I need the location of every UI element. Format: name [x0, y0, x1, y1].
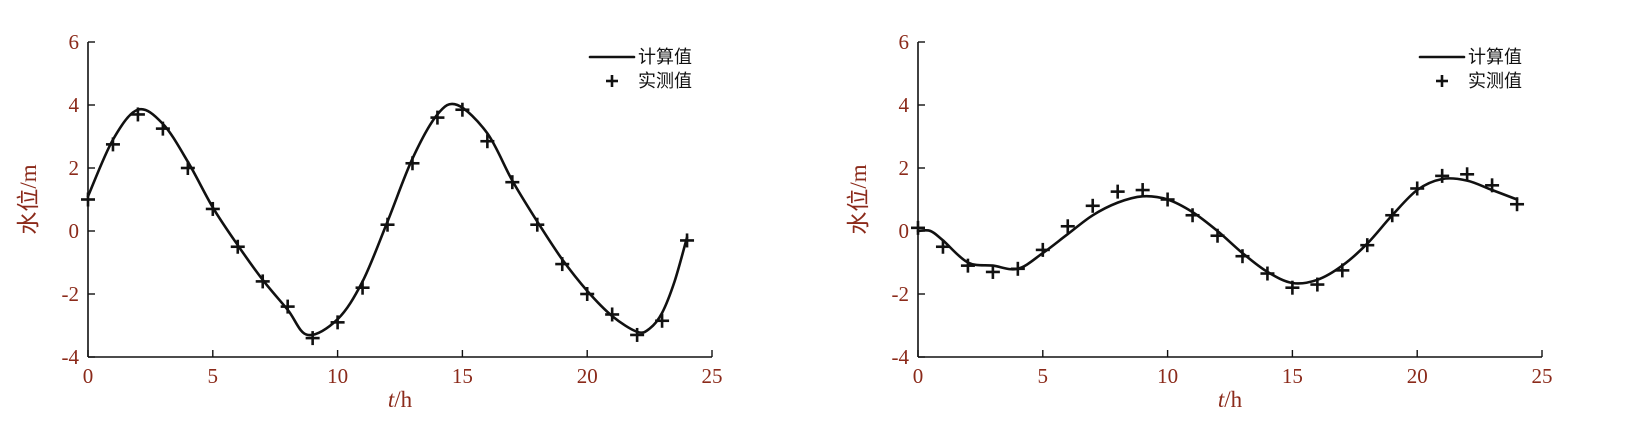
- chart-left: -4 -2 0 2 4 6 0 5 10 15 20 25 t/h 水位/m 计算值实测值: [0, 0, 820, 439]
- y-tick-label: -2: [892, 282, 910, 306]
- data-point-measured: [1135, 183, 1150, 198]
- chart-right: -4 -2 0 2 4 6 0 5 10 15 20 25 t/h 水位/m 计算值实测值: [830, 0, 1650, 439]
- data-point-measured: [205, 201, 220, 216]
- x-axis-title: t/h: [1218, 387, 1243, 412]
- data-point-measured: [480, 134, 495, 149]
- y-tick-label: -4: [892, 345, 910, 369]
- data-point-measured: [630, 327, 645, 342]
- data-point-measured: [1285, 280, 1300, 295]
- data-point-measured: [1110, 184, 1125, 199]
- data-point-measured: [935, 239, 950, 254]
- x-tick-label: 0: [913, 364, 924, 388]
- data-point-measured: [1010, 261, 1025, 276]
- data-point-measured: [355, 280, 370, 295]
- data-point-measured: [580, 287, 595, 301]
- data-point-measured: [1185, 208, 1200, 223]
- data-point-measured: [911, 220, 925, 235]
- data-point-measured: [1485, 178, 1500, 193]
- y-tick-label: 0: [69, 219, 80, 243]
- data-point-measured: [1310, 277, 1325, 292]
- data-point-measured: [530, 217, 545, 232]
- y-tick-label: 2: [69, 156, 80, 180]
- data-point-measured: [1060, 219, 1075, 234]
- x-axis-title: t/h: [388, 387, 413, 412]
- data-point-measured: [81, 192, 95, 207]
- data-point-measured: [455, 102, 470, 117]
- data-point-measured: [305, 331, 320, 346]
- data-point-measured: [155, 121, 170, 136]
- legend-item: 实测值: [606, 71, 692, 92]
- y-tick-label: 6: [899, 30, 910, 54]
- data-point-measured: [255, 274, 270, 289]
- y-tick-label: 0: [899, 219, 910, 243]
- data-point-measured: [230, 239, 245, 254]
- data-point-measured: [1510, 197, 1525, 212]
- data-point-measured: [1460, 167, 1475, 182]
- data-point-measured: [280, 299, 295, 314]
- data-point-measured: [555, 257, 570, 272]
- x-tick-label: 10: [1157, 364, 1178, 388]
- data-point-measured: [1210, 228, 1225, 243]
- x-tick-label: 25: [1532, 364, 1553, 388]
- x-tick-label: 15: [1282, 364, 1303, 388]
- y-tick-label: -4: [62, 345, 80, 369]
- data-point-measured: [1385, 208, 1400, 223]
- data-point-measured: [505, 175, 520, 190]
- data-point-measured: [985, 264, 1000, 279]
- data-point-measured: [680, 233, 695, 248]
- data-point-measured: [960, 258, 975, 273]
- data-point-measured: [1435, 168, 1450, 183]
- x-tick-label: 20: [1407, 364, 1428, 388]
- y-tick-label: 2: [899, 156, 910, 180]
- legend-label: 实测值: [638, 71, 692, 92]
- data-point-measured: [1335, 263, 1350, 278]
- data-point-measured: [180, 161, 195, 175]
- series-line-calculated: [916, 177, 1519, 285]
- x-tick-label: 0: [83, 364, 94, 388]
- data-point-measured: [1235, 249, 1250, 264]
- y-tick-label: -2: [62, 282, 80, 306]
- data-point-measured: [655, 313, 670, 328]
- data-point-measured: [105, 137, 120, 152]
- y-axis-title: 水位/m: [846, 164, 871, 234]
- y-axis-title: 水位/m: [16, 164, 41, 234]
- data-point-measured: [1360, 238, 1375, 253]
- x-tick-label: 5: [1038, 364, 1049, 388]
- data-point-measured: [1260, 266, 1275, 281]
- x-tick-label: 10: [327, 364, 348, 388]
- data-point-measured: [130, 107, 145, 122]
- data-point-measured: [380, 217, 395, 232]
- data-point-measured: [430, 110, 445, 125]
- data-point-measured: [1410, 181, 1425, 196]
- y-tick-label: 4: [899, 93, 910, 117]
- legend-label: 实测值: [1468, 71, 1522, 92]
- legend-item: 计算值: [1418, 47, 1522, 68]
- legend-label: 计算值: [638, 47, 692, 68]
- legend-label: 计算值: [1468, 47, 1522, 68]
- y-tick-label: 4: [69, 93, 80, 117]
- data-point-measured: [605, 307, 620, 322]
- x-tick-label: 20: [577, 364, 598, 388]
- data-point-measured: [1035, 242, 1050, 257]
- data-point-measured: [1160, 192, 1175, 207]
- y-tick-label: 6: [69, 30, 80, 54]
- data-point-measured: [405, 156, 420, 171]
- legend-item: 实测值: [1436, 71, 1522, 92]
- x-tick-label: 15: [452, 364, 473, 388]
- data-point-measured: [330, 315, 345, 330]
- legend-item: 计算值: [588, 47, 692, 68]
- data-point-measured: [1085, 198, 1100, 213]
- x-tick-label: 25: [702, 364, 723, 388]
- x-tick-label: 5: [208, 364, 219, 388]
